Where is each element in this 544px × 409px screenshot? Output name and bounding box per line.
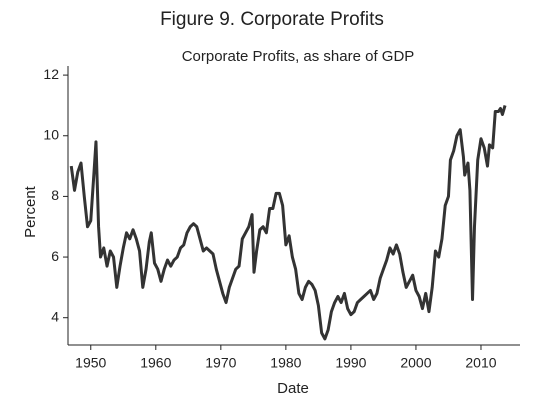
- x-tick-label: 1960: [140, 355, 171, 371]
- y-tick-label: 8: [51, 187, 59, 203]
- x-tick-label: 1950: [75, 355, 106, 371]
- x-axis-label: Date: [277, 380, 309, 397]
- chart-title: Figure 9. Corporate Profits: [160, 9, 384, 30]
- x-tick-label: 2010: [465, 355, 496, 371]
- y-tick-label: 4: [51, 308, 59, 324]
- x-tick-label: 1970: [205, 355, 236, 371]
- y-tick-label: 10: [43, 126, 59, 142]
- x-tick-label: 2000: [400, 355, 431, 371]
- y-tick-label: 6: [51, 248, 59, 264]
- y-axis-label: Percent: [22, 185, 39, 238]
- x-tick-label: 1980: [270, 355, 301, 371]
- data-line: [69, 105, 507, 341]
- y-tick-label: 12: [43, 66, 59, 82]
- chart-subtitle: Corporate Profits, as share of GDP: [182, 48, 415, 65]
- x-tick-label: 1990: [335, 355, 366, 371]
